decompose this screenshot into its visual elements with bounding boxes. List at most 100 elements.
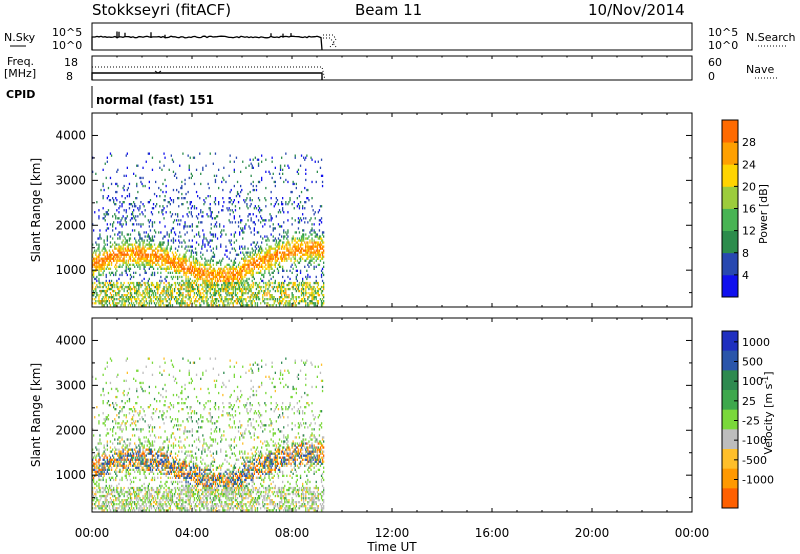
power-cell xyxy=(285,253,287,256)
power-cell xyxy=(116,255,118,258)
power-cell xyxy=(232,265,234,268)
power-cell xyxy=(314,160,316,163)
velocity-cell xyxy=(128,501,131,504)
power-cell xyxy=(203,265,205,268)
power-cell xyxy=(299,164,302,167)
power-cell xyxy=(264,223,266,226)
power-cell xyxy=(211,277,213,281)
power-cell xyxy=(104,219,106,222)
power-cell xyxy=(161,289,163,293)
power-cell xyxy=(202,285,204,289)
power-cell xyxy=(128,195,131,198)
power-cell xyxy=(205,275,207,279)
power-cell xyxy=(252,188,254,192)
velocity-cell xyxy=(99,490,101,494)
power-cell xyxy=(275,215,277,218)
velocity-cell xyxy=(104,462,106,465)
power-cell xyxy=(290,190,292,194)
power-cell xyxy=(297,168,300,171)
nsearch-trace xyxy=(323,34,337,48)
station-title: Stokkseyri (fitACF) xyxy=(92,1,231,19)
power-cell xyxy=(146,285,148,289)
power-cell xyxy=(306,292,308,295)
velocity-cell xyxy=(131,454,134,457)
power-cell xyxy=(183,259,185,262)
power-cell xyxy=(146,255,148,258)
power-cell xyxy=(109,223,112,226)
power-cell xyxy=(323,287,325,291)
power-cell xyxy=(102,197,104,200)
velocity-cell xyxy=(120,428,122,431)
velocity-cell xyxy=(121,503,123,506)
power-cell xyxy=(250,182,252,186)
power-cell xyxy=(258,263,261,266)
velocity-cell xyxy=(109,404,112,407)
power-cell xyxy=(179,296,181,299)
power-cell xyxy=(105,285,107,289)
power-cell xyxy=(102,281,104,285)
power-cell xyxy=(187,269,189,272)
power-cell xyxy=(246,197,248,200)
power-cell xyxy=(318,263,321,266)
power-cell xyxy=(302,239,304,242)
power-cell xyxy=(234,267,237,270)
power-cell xyxy=(292,267,294,270)
power-cell xyxy=(246,267,248,270)
velocity-cell xyxy=(109,497,112,500)
power-cell xyxy=(209,209,211,212)
power-cell xyxy=(201,298,203,301)
power-cell xyxy=(289,269,291,272)
power-cell xyxy=(222,188,224,192)
power-cell xyxy=(222,197,224,200)
power-cell xyxy=(170,275,172,279)
power-cell xyxy=(248,263,250,266)
power-cell xyxy=(122,215,124,218)
power-cell xyxy=(131,217,134,220)
power-cell xyxy=(223,229,225,232)
power-cell xyxy=(289,277,291,281)
power-cell xyxy=(286,253,288,256)
power-cell xyxy=(120,249,122,252)
velocity-cell xyxy=(138,444,140,447)
power-cell xyxy=(116,269,118,272)
power-cell xyxy=(229,221,231,224)
power-cell xyxy=(315,296,317,299)
power-cell xyxy=(256,283,259,287)
power-cell xyxy=(130,243,133,246)
power-cell xyxy=(253,227,255,230)
power-cell xyxy=(144,281,146,285)
power-cell xyxy=(268,219,270,222)
power-cell xyxy=(122,283,124,287)
power-cell xyxy=(309,294,311,297)
velocity-cell xyxy=(92,464,94,467)
power-cell xyxy=(258,247,261,250)
power-cell xyxy=(197,273,199,277)
power-cell xyxy=(137,292,139,295)
velocity-cell xyxy=(113,501,115,504)
power-cell xyxy=(287,287,289,291)
power-cell xyxy=(185,261,187,264)
power-cell xyxy=(160,231,162,234)
power-cell xyxy=(162,190,164,194)
velocity-cell xyxy=(105,507,107,510)
power-cell xyxy=(257,251,260,254)
velocity-cell xyxy=(123,505,125,508)
power-cell xyxy=(109,257,112,260)
power-cell xyxy=(118,251,120,254)
velocity-cell xyxy=(125,476,127,479)
power-cell xyxy=(133,247,135,250)
power-cell xyxy=(300,190,303,194)
power-cell xyxy=(207,195,209,198)
power-cell xyxy=(306,245,308,248)
power-cell xyxy=(118,265,120,268)
power-cell xyxy=(119,249,121,252)
power-cell xyxy=(159,241,161,244)
power-cell xyxy=(236,298,239,301)
power-cell xyxy=(141,294,143,297)
velocity-cell xyxy=(104,507,106,510)
power-cell xyxy=(148,289,150,293)
power-cell xyxy=(118,289,120,293)
power-cell xyxy=(145,287,147,291)
power-cell xyxy=(114,233,116,236)
power-cell xyxy=(209,292,211,295)
